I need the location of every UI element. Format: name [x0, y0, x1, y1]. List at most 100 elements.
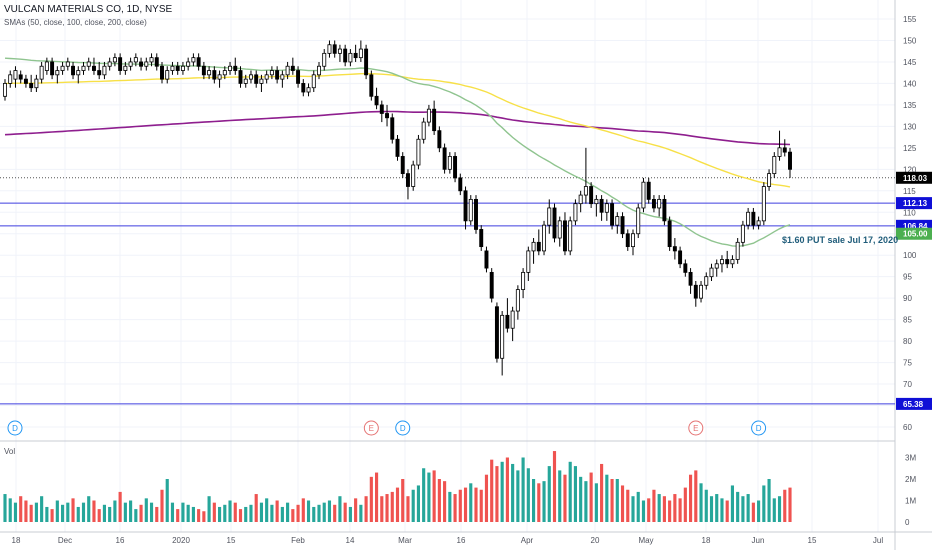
volume-bar	[694, 470, 698, 522]
candle	[144, 57, 149, 71]
candle	[191, 53, 196, 67]
price-tags: 118.03 112.13 106.84 65.38 105.00	[896, 171, 932, 410]
volume-bar	[212, 502, 216, 522]
volume-bar	[40, 496, 44, 522]
candle	[578, 190, 583, 213]
candle-body	[526, 250, 531, 273]
dividend-badge[interactable]: D	[395, 420, 411, 436]
candle-body	[615, 216, 620, 226]
candle-body	[186, 61, 191, 67]
candle	[442, 143, 447, 174]
candle	[411, 160, 416, 191]
price-tick: 100	[903, 251, 917, 260]
volume-bar	[678, 498, 682, 522]
volume-bar	[233, 502, 237, 522]
volume-bar	[380, 496, 384, 522]
candle-body	[641, 181, 646, 209]
candle	[201, 61, 206, 80]
dividend-badge[interactable]: D	[751, 420, 767, 436]
candle-body	[170, 65, 175, 71]
volume-bar	[542, 481, 546, 522]
candle	[782, 139, 787, 157]
dividend-badge[interactable]: D	[7, 420, 23, 436]
volume-bar	[620, 485, 625, 522]
sma200-line[interactable]	[4, 110, 791, 146]
volume-bars	[3, 451, 792, 522]
volume-bar	[783, 489, 787, 522]
candle	[400, 152, 405, 178]
price-tag-label: 106.84	[903, 222, 928, 231]
candle	[212, 66, 217, 84]
candle-body	[327, 44, 332, 54]
price-tag-bg	[896, 227, 932, 240]
candle	[18, 70, 23, 84]
volume-bar	[181, 502, 185, 522]
candle	[583, 147, 588, 204]
candle-body	[301, 83, 306, 93]
sma100-line[interactable]	[4, 72, 791, 188]
candle	[65, 57, 70, 71]
candle-body	[437, 130, 442, 149]
price-tag-bg	[896, 397, 932, 410]
volume-bar	[60, 504, 65, 522]
candle	[128, 57, 133, 71]
candle	[369, 70, 374, 101]
candle-body	[714, 263, 719, 269]
candle-body	[453, 156, 458, 179]
candle	[767, 169, 772, 191]
earnings-badge[interactable]: E	[688, 420, 704, 436]
price-tick: 145	[903, 58, 917, 67]
candle-body	[269, 70, 274, 76]
candle	[186, 57, 191, 71]
volume-bar	[715, 494, 719, 522]
candle-body	[531, 241, 536, 252]
candle-body	[740, 224, 745, 243]
volume-bar	[741, 496, 745, 522]
volume-bar	[636, 491, 640, 522]
candle-body	[50, 61, 55, 76]
time-label: Dec	[58, 536, 72, 545]
candle-body	[562, 220, 567, 252]
candle	[636, 203, 641, 239]
candle-body	[400, 156, 405, 175]
candle	[71, 61, 76, 80]
candle-body	[149, 57, 154, 63]
candle	[730, 255, 735, 269]
candle	[599, 195, 604, 221]
candle-body	[144, 61, 149, 67]
candle-body	[405, 173, 410, 187]
candle-body	[631, 233, 635, 248]
candle	[154, 53, 159, 71]
candle	[547, 199, 552, 234]
candle	[343, 44, 348, 67]
candle	[233, 57, 238, 75]
candle-body	[662, 198, 667, 222]
badge-label: E	[369, 424, 374, 433]
candle	[777, 130, 782, 161]
volume-bar	[484, 474, 489, 522]
candle-body	[510, 310, 515, 329]
volume-bar	[521, 457, 525, 522]
earnings-badge[interactable]: E	[363, 420, 379, 436]
volume-bar	[359, 504, 363, 522]
candle-body	[275, 70, 280, 80]
candle-body	[683, 263, 688, 273]
volume-bar	[118, 491, 122, 522]
volume-bar	[270, 504, 274, 522]
candle	[248, 70, 253, 84]
candle-body	[332, 44, 337, 54]
volume-bar	[333, 504, 337, 522]
volume-bar	[301, 498, 305, 522]
volume-bar	[354, 498, 358, 522]
volume-bar	[751, 502, 755, 522]
candle	[751, 207, 756, 230]
candle	[76, 66, 81, 84]
candle	[317, 61, 321, 80]
volume-bar	[615, 479, 619, 522]
volume-bar	[66, 502, 70, 522]
candle	[228, 61, 233, 75]
candle	[379, 100, 384, 123]
sma-legend[interactable]: SMAs (50, close, 100, close, 200, close)	[4, 18, 147, 27]
